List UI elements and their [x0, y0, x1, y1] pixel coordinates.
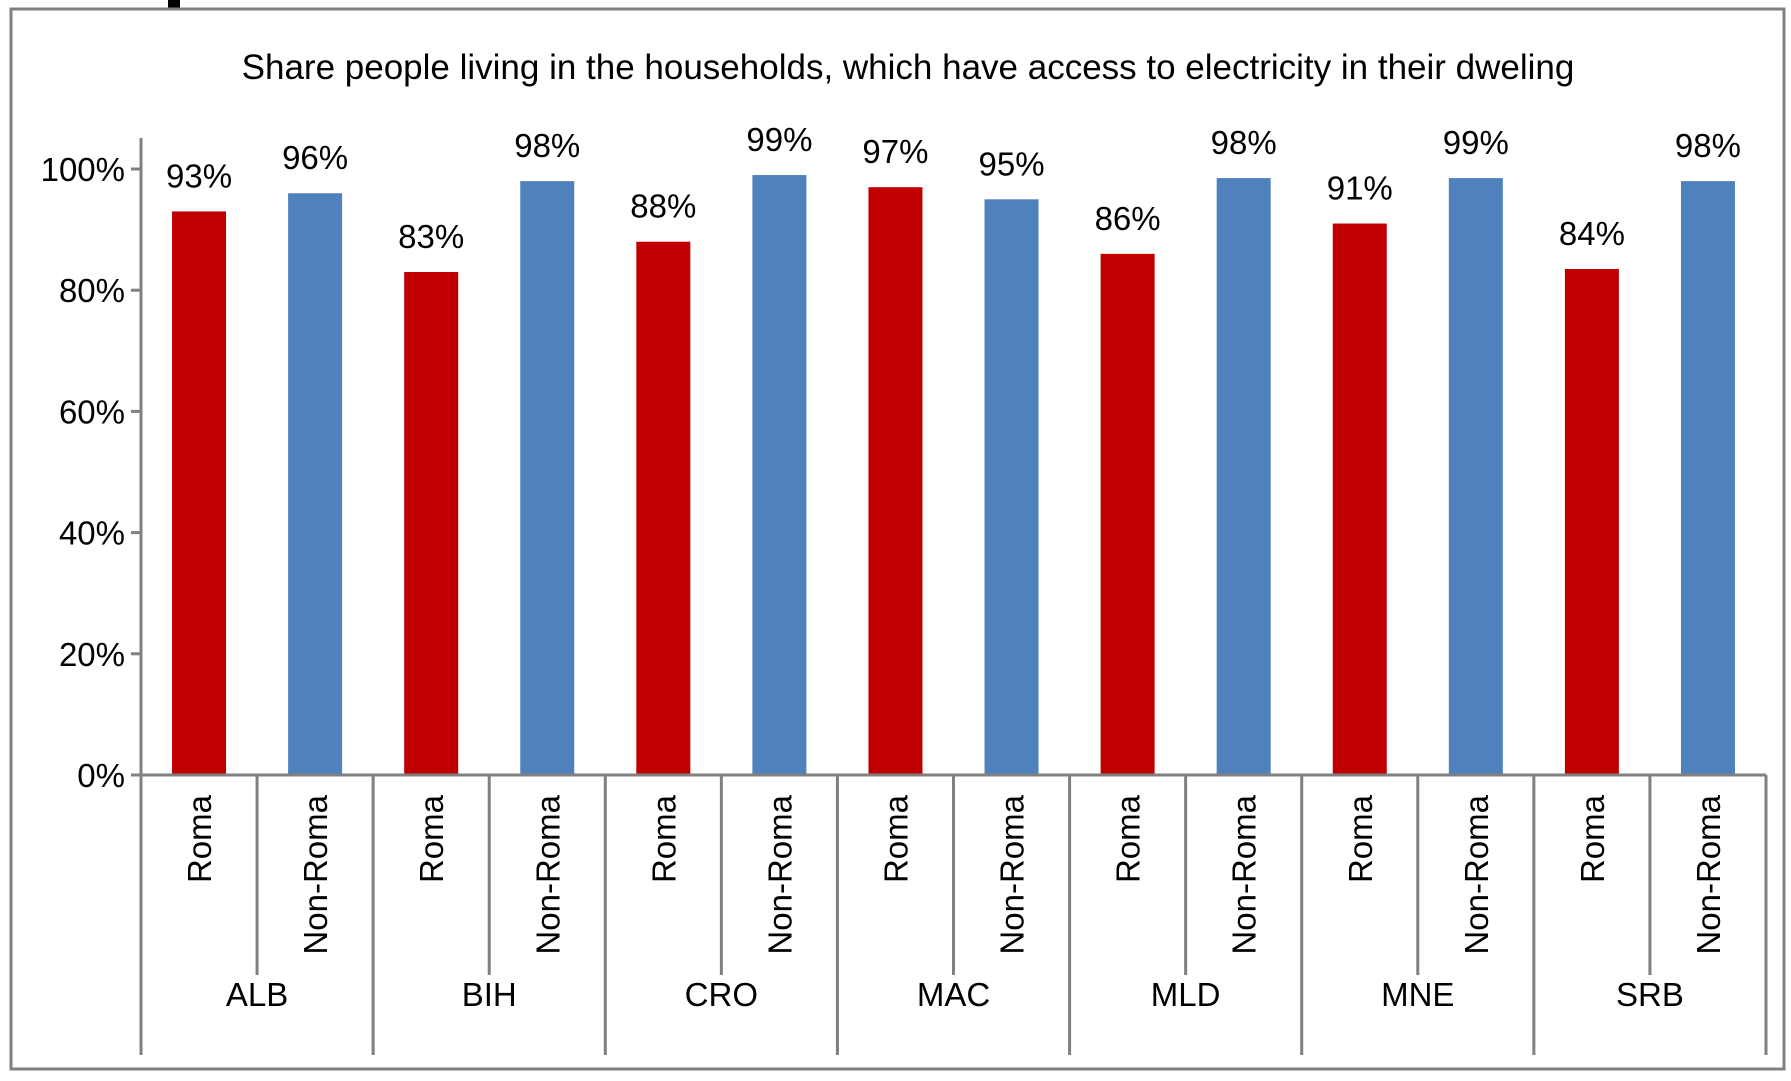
chart-title: Share people living in the households, w…: [242, 48, 1575, 87]
data-label: 98%: [1675, 127, 1741, 164]
y-tick-label: 80%: [59, 272, 125, 309]
chart-border: [9, 7, 1786, 1071]
non-roma-bar-cro: [752, 175, 807, 775]
data-label: 93%: [166, 157, 232, 194]
data-label: 86%: [1095, 200, 1161, 237]
y-tick-label: 40%: [59, 515, 125, 552]
non-roma-bar-bih: [520, 181, 575, 775]
data-label: 98%: [514, 127, 580, 164]
non-roma-bar-alb: [288, 193, 343, 776]
group-label: MAC: [917, 976, 990, 1013]
data-label: 83%: [398, 218, 464, 255]
bar-category-label: Non-Roma: [994, 794, 1031, 954]
bar-category-label: Roma: [181, 794, 218, 883]
non-roma-bar-mld: [1216, 178, 1271, 776]
bar-category-label: Roma: [877, 794, 914, 883]
roma-bar-bih: [404, 272, 459, 775]
data-label: 96%: [282, 139, 348, 176]
data-label: 91%: [1327, 170, 1393, 207]
bar-category-label: Roma: [1574, 794, 1611, 883]
bar-category-label: Roma: [645, 794, 682, 883]
data-label: 99%: [746, 121, 812, 158]
group-label: CRO: [685, 976, 758, 1013]
roma-bar-mld: [1100, 253, 1155, 776]
bar-category-label: Roma: [413, 794, 450, 883]
data-label: 98%: [1211, 124, 1277, 161]
y-axis-ticks: 0% 20% 40% 60% 80% 100%: [41, 138, 143, 794]
top-left-mark: [168, 0, 180, 10]
bar-category-label: Non-Roma: [1458, 794, 1495, 954]
bar-category-label: Non-Roma: [761, 794, 798, 954]
data-label: 99%: [1443, 124, 1509, 161]
bar-category-label: Non-Roma: [529, 794, 566, 954]
group-label: MLD: [1151, 976, 1221, 1013]
bar-category-label: Roma: [1342, 794, 1379, 883]
bars: [172, 175, 1735, 776]
roma-bar-mac: [868, 187, 923, 775]
y-tick-label: 0%: [77, 757, 125, 794]
group-label: MNE: [1381, 976, 1454, 1013]
bar-category-label: Non-Roma: [297, 794, 334, 954]
group-label: ALB: [226, 976, 288, 1013]
y-tick-label: 20%: [59, 636, 125, 673]
y-tick-label: 60%: [59, 393, 125, 430]
group-label: SRB: [1616, 976, 1684, 1013]
roma-bar-srb: [1564, 268, 1619, 775]
roma-bar-cro: [636, 241, 691, 776]
data-label: 84%: [1559, 215, 1625, 252]
bar-category-label: Roma: [1110, 794, 1147, 883]
roma-bar-alb: [172, 211, 227, 776]
bar-category-label: Non-Roma: [1226, 794, 1263, 954]
data-labels: 93% 96% 83% 98% 88% 99% 97% 95% 86% 98% 91% 99% 84% 9…: [166, 121, 1741, 255]
non-roma-bar-srb: [1680, 181, 1735, 775]
data-label: 88%: [630, 188, 696, 225]
bar-category-label: Non-Roma: [1690, 794, 1727, 954]
y-tick-label: 100%: [41, 151, 125, 188]
non-roma-bar-mac: [984, 199, 1039, 776]
data-label: 97%: [862, 133, 928, 170]
roma-bar-mne: [1332, 223, 1387, 776]
data-label: 95%: [979, 145, 1045, 182]
non-roma-bar-mne: [1448, 178, 1503, 776]
group-label: BIH: [462, 976, 517, 1013]
